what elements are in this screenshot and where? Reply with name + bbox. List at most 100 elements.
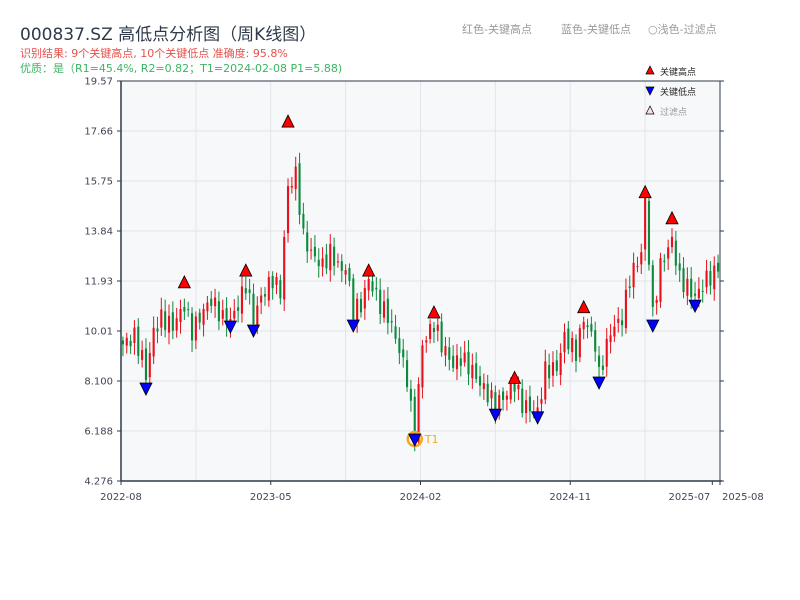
candle-body: [148, 353, 151, 378]
candle: [540, 387, 543, 415]
candle-body: [409, 388, 412, 401]
candle-body: [678, 263, 681, 271]
candle: [313, 235, 316, 263]
candle-body: [390, 321, 393, 323]
candle: [167, 304, 171, 345]
candle: [559, 343, 562, 386]
candle: [501, 387, 505, 411]
candle: [409, 379, 412, 412]
candle-body: [717, 262, 720, 272]
candle-body: [194, 316, 197, 341]
key-low-marker: [592, 376, 606, 390]
candle-body: [617, 318, 620, 323]
candle-body: [348, 268, 351, 281]
candle: [521, 379, 524, 418]
candle-body: [329, 244, 332, 271]
candle: [621, 308, 624, 337]
candle-body: [406, 360, 409, 388]
candle-body: [551, 362, 555, 376]
candle-body: [321, 258, 324, 267]
candle: [244, 276, 247, 300]
candle-body: [586, 325, 589, 328]
candle: [390, 309, 393, 333]
candle: [475, 352, 478, 383]
candle-body: [121, 340, 124, 345]
candle-body: [298, 163, 301, 215]
candle-body: [202, 308, 205, 325]
candle-body: [371, 281, 374, 292]
candle: [609, 323, 612, 354]
candle: [448, 337, 451, 371]
candle: [544, 349, 547, 405]
candle-body: [413, 396, 416, 441]
candle: [636, 256, 639, 273]
y-tick-label: 13.84: [84, 227, 113, 238]
legend-filtered-icon: [645, 105, 655, 115]
candle: [686, 267, 689, 306]
candle: [459, 346, 462, 377]
candle-body: [363, 288, 366, 309]
candle: [237, 295, 240, 323]
candle-body: [271, 275, 274, 289]
candle: [455, 344, 459, 381]
candle-body: [640, 252, 643, 265]
candle-body: [382, 301, 386, 318]
candle: [482, 373, 485, 400]
candle-body: [501, 391, 505, 400]
key-high-marker: [239, 263, 253, 277]
candle: [632, 252, 635, 299]
y-tick-label: 19.57: [84, 77, 113, 88]
candle: [701, 279, 704, 303]
candle: [486, 374, 489, 407]
candle-body: [597, 355, 601, 367]
candle-body: [425, 340, 428, 343]
candle: [298, 152, 301, 225]
candle-body: [624, 289, 627, 329]
y-tick-label: 17.66: [84, 127, 113, 138]
candle: [678, 252, 681, 283]
candle: [379, 278, 382, 325]
candle-body: [659, 258, 662, 302]
candle: [571, 331, 574, 363]
candle: [344, 264, 347, 285]
x-tick-label: 2025-08: [722, 492, 764, 503]
candle-body: [359, 298, 363, 313]
candle-body: [528, 396, 531, 412]
candle: [125, 332, 128, 354]
candle-body: [605, 338, 608, 367]
candle-body: [429, 324, 432, 339]
y-tick-label: 15.75: [84, 177, 113, 188]
candle: [217, 291, 220, 331]
candle-body: [290, 185, 293, 188]
candle: [563, 323, 566, 364]
candle: [183, 298, 186, 321]
candle-body: [244, 288, 247, 294]
candle: [605, 327, 608, 377]
candle: [717, 254, 720, 279]
key-low-marker: [488, 408, 503, 423]
candle: [682, 257, 685, 299]
candle-body: [482, 383, 485, 390]
candle-body: [256, 305, 259, 328]
candle-body: [636, 266, 639, 268]
candle-body: [705, 270, 708, 288]
candle: [467, 340, 470, 386]
candle-body: [486, 383, 489, 403]
candle: [463, 340, 466, 367]
candle: [141, 340, 144, 368]
candle-body: [267, 277, 270, 301]
candle-body: [233, 310, 236, 319]
candle: [175, 307, 178, 338]
y-tick-label: 4.276: [84, 477, 113, 488]
key-low-marker: [530, 411, 545, 425]
candle-body: [187, 309, 190, 311]
candle: [321, 247, 324, 277]
candle: [260, 287, 263, 315]
candle: [221, 299, 224, 326]
candle: [647, 194, 651, 271]
candle: [452, 345, 455, 373]
candle: [659, 252, 662, 308]
candle: [525, 390, 528, 424]
candle: [214, 288, 217, 318]
